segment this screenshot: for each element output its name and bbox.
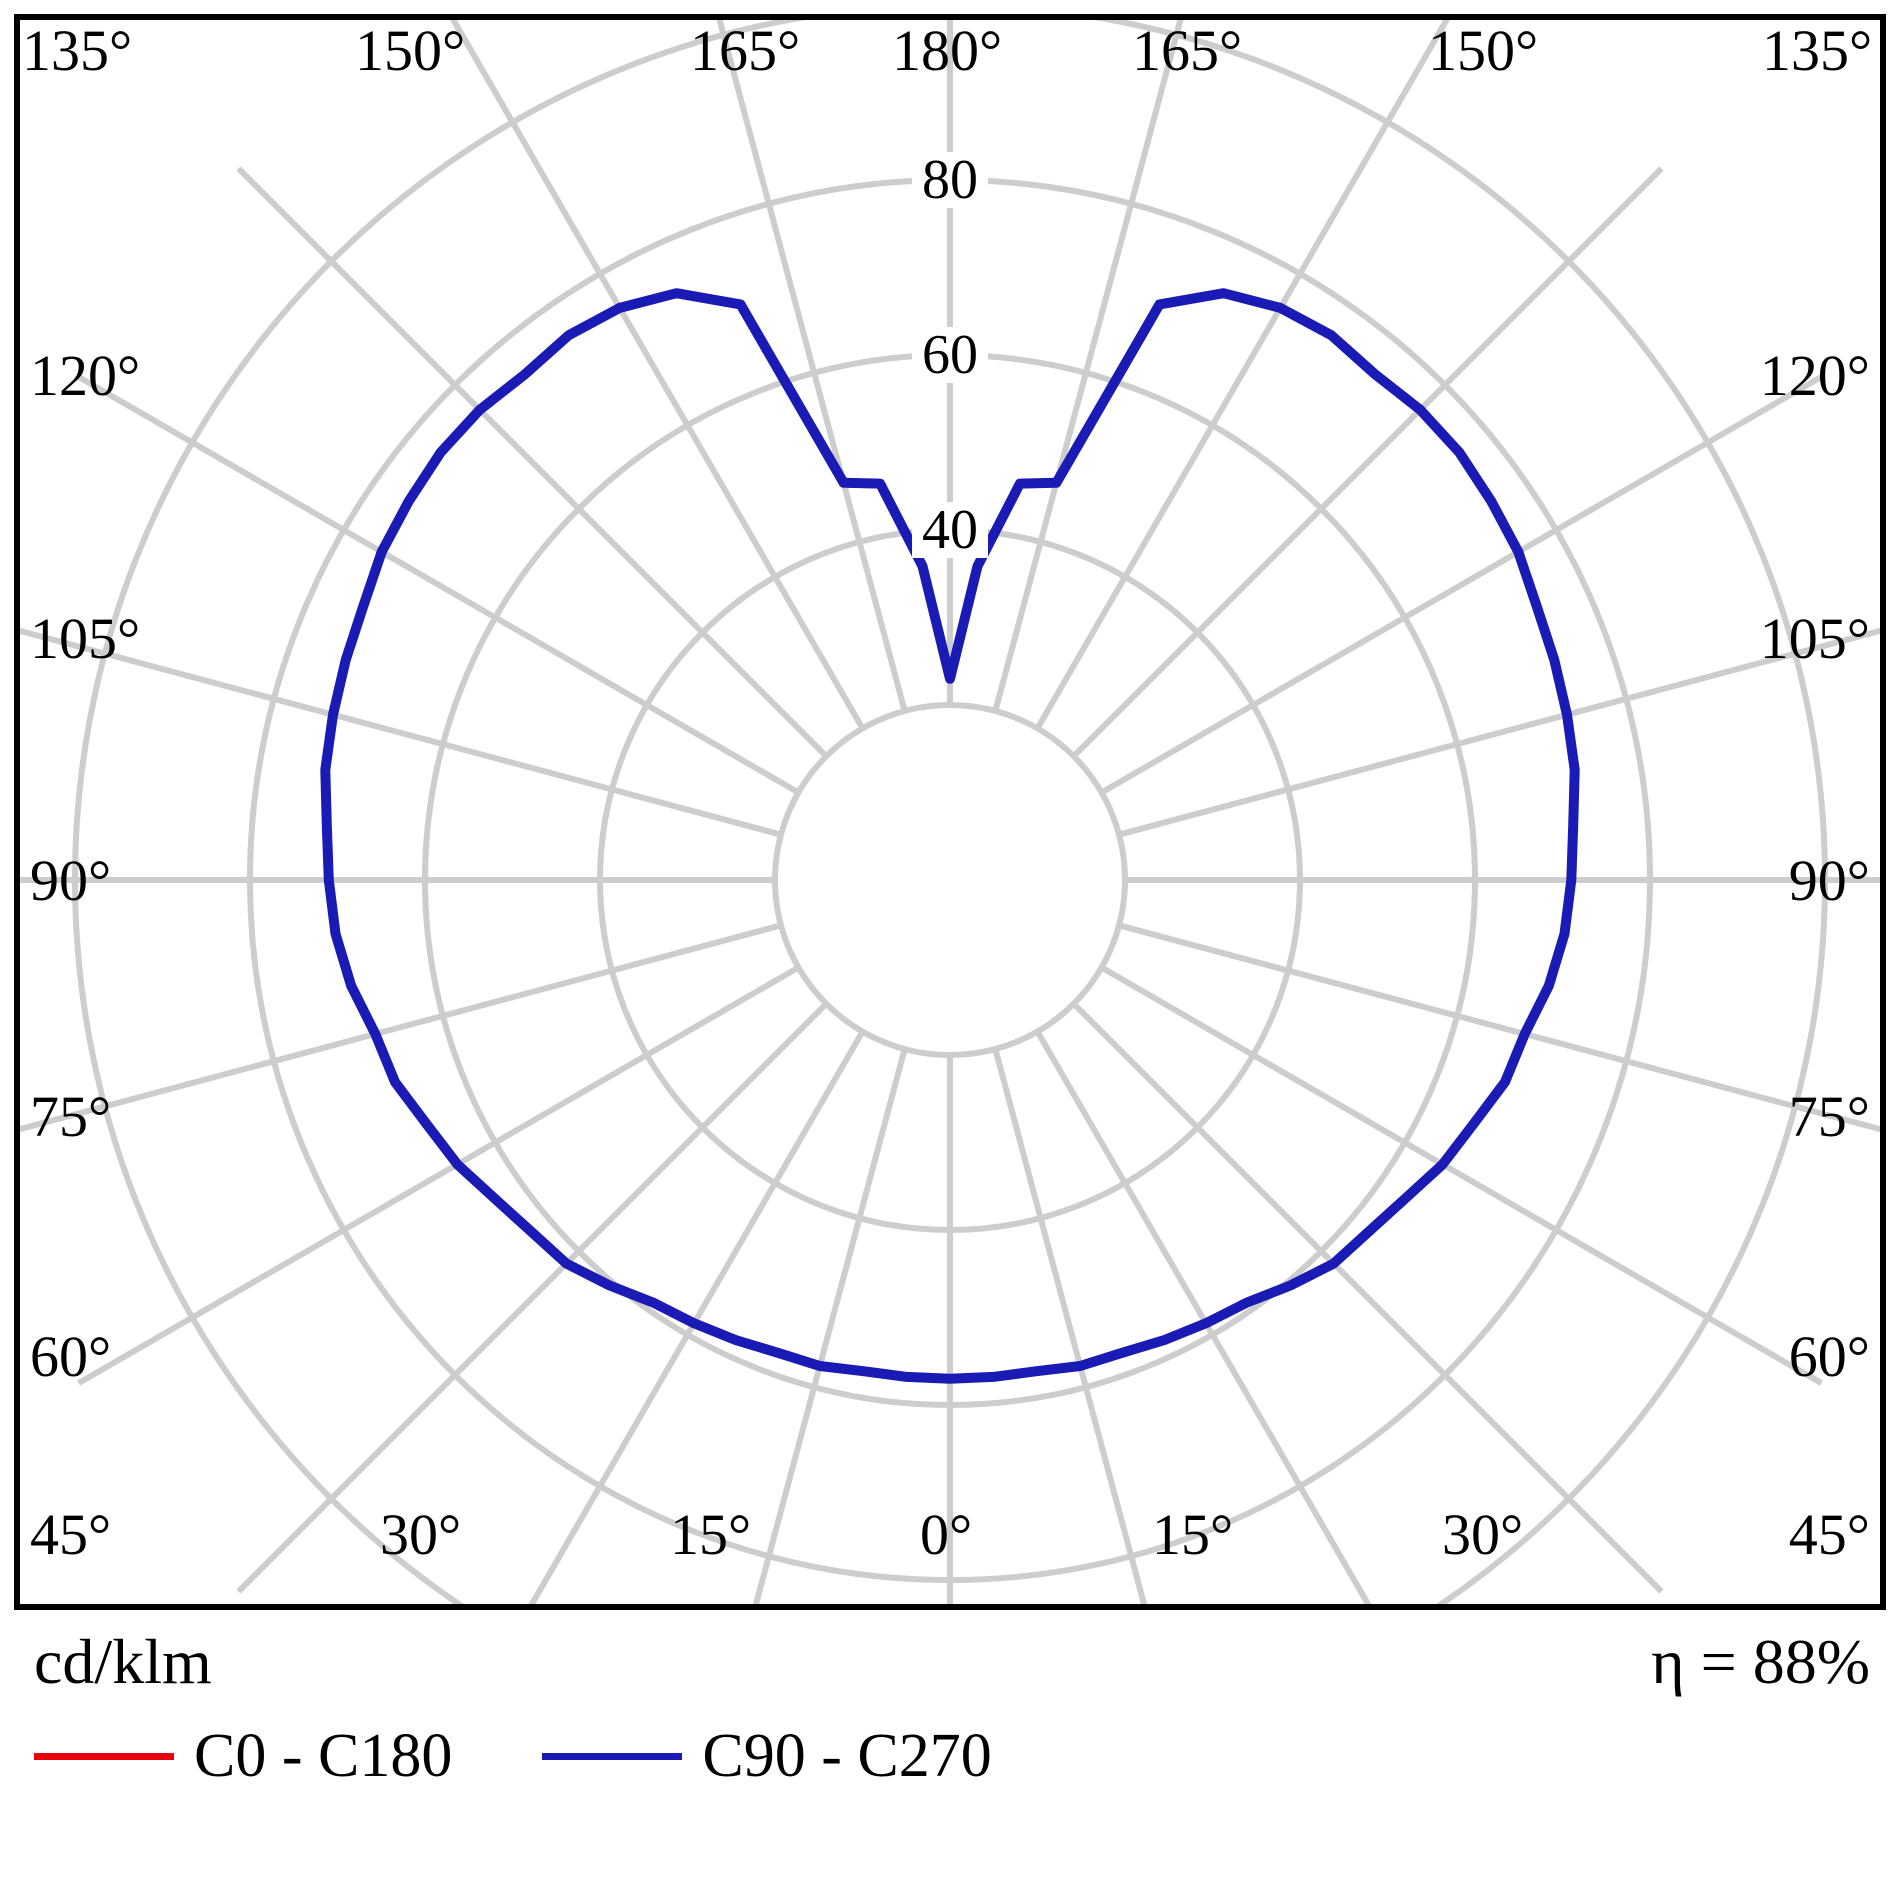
efficiency-label: η = 88% xyxy=(1651,1626,1870,1697)
angle-label-bottom-0: 0° xyxy=(920,1502,973,1567)
legend-item-c0-c180[interactable]: C0 - C180 xyxy=(34,1725,452,1787)
legend-swatch-c90-c270 xyxy=(542,1752,683,1760)
angle-label-top-150-left: 150° xyxy=(355,18,466,83)
radial-label-60: 60 xyxy=(912,327,988,383)
angle-label-bottom-30-left: 30° xyxy=(380,1502,462,1567)
legend-label-c0-c180: C0 - C180 xyxy=(194,1722,453,1790)
angle-label-bottom-45-left: 45° xyxy=(30,1502,112,1567)
angle-label-left-75: 75° xyxy=(30,1084,112,1149)
legend-label-c90-c270: C90 - C270 xyxy=(702,1722,992,1790)
angle-label-bottom-30-right: 30° xyxy=(1442,1502,1524,1567)
angle-label-top-180: 180° xyxy=(892,18,1003,83)
legend-swatch-c0-c180 xyxy=(34,1752,174,1760)
units-label: cd/klm xyxy=(34,1626,212,1697)
angle-label-top-150-right: 150° xyxy=(1428,18,1539,83)
angle-label-top-165-right: 165° xyxy=(1132,18,1243,83)
radial-label-80: 80 xyxy=(912,152,988,208)
angle-label-bottom-45-right: 45° xyxy=(1788,1502,1870,1567)
angle-label-top-135-right: 135° xyxy=(1762,18,1873,83)
angle-label-left-90: 90° xyxy=(30,848,112,913)
chart-footer: cd/klm η = 88% C0 - C180 C90 - C270 xyxy=(0,1615,1900,1900)
angle-label-right-60: 60° xyxy=(1788,1324,1870,1389)
angle-label-left-120: 120° xyxy=(30,343,141,408)
angle-label-bottom-15-right: 15° xyxy=(1152,1502,1234,1567)
radial-label-40: 40 xyxy=(912,502,988,558)
angle-label-top-135-left: 135° xyxy=(22,18,133,83)
angle-label-bottom-15-left: 15° xyxy=(670,1502,752,1567)
angle-label-right-105: 105° xyxy=(1759,606,1870,671)
angle-label-right-75: 75° xyxy=(1788,1084,1870,1149)
legend: C0 - C180 C90 - C270 xyxy=(34,1725,992,1787)
angle-label-top-165-left: 165° xyxy=(690,18,801,83)
angle-label-right-90: 90° xyxy=(1788,848,1870,913)
angle-label-left-60: 60° xyxy=(30,1324,112,1389)
legend-item-c90-c270[interactable]: C90 - C270 xyxy=(542,1722,992,1790)
series-line-c90-c270 xyxy=(320,288,1580,1384)
series-group xyxy=(320,288,1580,1384)
angle-label-right-120: 120° xyxy=(1759,343,1870,408)
angle-label-left-105: 105° xyxy=(30,606,141,671)
